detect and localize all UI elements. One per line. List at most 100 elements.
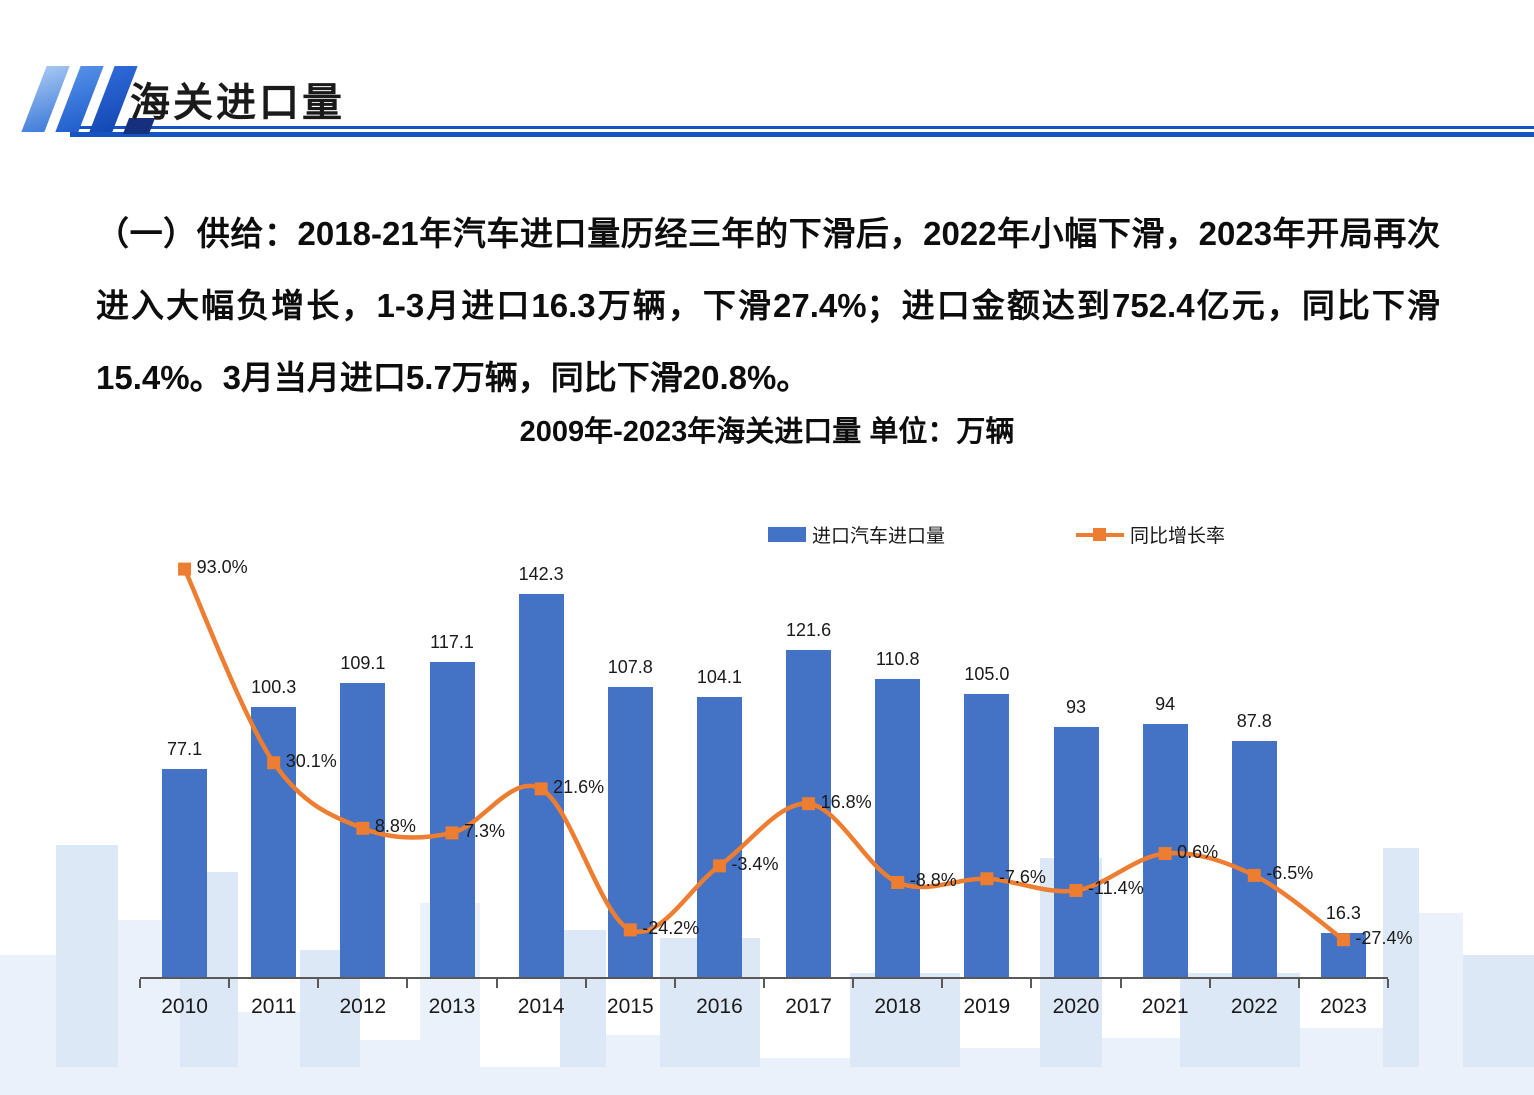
axis-tick (317, 979, 320, 988)
growth-value-label: 93.0% (196, 557, 248, 578)
line-marker-2019 (980, 872, 994, 886)
axis-tick (941, 979, 944, 988)
x-axis-label-2012: 2012 (339, 995, 387, 1018)
line-marker-2012 (356, 821, 370, 835)
x-axis-label-2013: 2013 (428, 995, 476, 1018)
axis-tick (406, 979, 409, 988)
x-axis-label-2021: 2021 (1141, 995, 1189, 1018)
line-marker-2016 (712, 859, 726, 873)
bar-2018 (875, 678, 921, 977)
line-marker-2010 (178, 562, 192, 576)
legend-item-growth-rate: 同比增长率 (1076, 522, 1225, 547)
bar-value-label: 121.6 (786, 619, 832, 640)
legend-item-import-volume: 进口汽车进口量 (768, 522, 946, 547)
skyline-block (56, 845, 118, 1095)
header-divider-thick (70, 132, 1534, 137)
bar-value-label: 117.1 (430, 631, 474, 652)
growth-value-label: 21.6% (553, 776, 605, 797)
x-axis-label-2019: 2019 (963, 995, 1011, 1018)
legend-bar-swatch-icon (768, 526, 806, 542)
bar-value-label: 110.8 (875, 648, 920, 669)
body-paragraph: （一）供给：2018-21年汽车进口量历经三年的下滑后，2022年小幅下滑，20… (96, 215, 1440, 396)
growth-line (182, 568, 1345, 942)
growth-value-label: 16.8% (820, 791, 872, 812)
axis-tick (495, 979, 498, 988)
growth-line-svg (178, 562, 1350, 947)
x-axis-label-2015: 2015 (606, 995, 654, 1018)
legend-label: 进口汽车进口量 (812, 525, 946, 547)
axis-tick (1387, 979, 1389, 988)
axis-tick (1119, 979, 1122, 988)
growth-value-label: -27.4% (1355, 927, 1413, 948)
bar-2022 (1231, 740, 1277, 977)
x-axis: 2010 2011 2012 2013 2014 2015 2016 2017 2018 2019… (139, 977, 1389, 1039)
growth-value-label: 0.6% (1177, 841, 1219, 862)
growth-value-label: 8.8% (374, 816, 416, 837)
growth-value-label: -3.4% (731, 853, 779, 874)
x-axis-label-2018: 2018 (874, 995, 922, 1018)
bar-2011 (251, 706, 297, 977)
bar-value-label: 107.8 (607, 656, 653, 677)
skyline-block (1419, 913, 1463, 1095)
bar-value-label: 142.3 (518, 563, 564, 584)
header-divider-thin (70, 126, 1534, 129)
line-marker-2021 (1158, 847, 1172, 861)
axis-tick (1208, 979, 1211, 988)
bar-value-label: 105.0 (964, 664, 1010, 685)
page-title: 海关进口量 (130, 81, 345, 125)
line-marker-2020 (1069, 883, 1083, 897)
bar-2017 (786, 649, 832, 977)
bar-value-label: 94 (1155, 693, 1176, 714)
bar-value-label: 109.1 (340, 653, 386, 674)
chart-plot-area: 77.1 100.3 109.1 117.1 142.3 107.8 104.1 121.6 1… (140, 550, 1412, 977)
bar-2013 (429, 661, 475, 977)
line-marker-2022 (1247, 868, 1261, 882)
x-axis-label-2010: 2010 (161, 995, 208, 1018)
x-axis-label-2020: 2020 (1052, 995, 1100, 1018)
bar-2019 (964, 694, 1010, 977)
bar-2020 (1053, 726, 1099, 977)
bar-value-label: 16.3 (1325, 903, 1361, 924)
growth-value-label: -7.6% (998, 866, 1046, 887)
line-marker-2014 (534, 782, 548, 796)
line-marker-2015 (623, 923, 637, 937)
bar-value-label: 87.8 (1236, 710, 1272, 731)
logo-slashes-icon (21, 66, 156, 134)
bar-2016 (696, 696, 742, 977)
axis-tick (584, 979, 587, 988)
bar-value-label: 93 (1065, 696, 1087, 717)
line-marker-2013 (445, 826, 459, 840)
axis-tick (852, 979, 855, 988)
chart-title: 2009年-2023年海关进口量 单位：万辆 (519, 416, 1015, 448)
line-marker-2011 (267, 756, 281, 770)
skyline-block (1383, 848, 1419, 1095)
bar-value-label: 104.1 (696, 666, 742, 687)
axis-tick (1030, 979, 1033, 988)
axis-tick (228, 979, 231, 988)
growth-value-label: -24.2% (642, 917, 700, 938)
skyline-block (0, 1067, 1534, 1095)
axis-tick (139, 979, 141, 988)
bar-2010 (162, 769, 208, 977)
growth-value-label: 7.3% (464, 820, 506, 841)
axis-tick (673, 979, 676, 988)
bar-value-label: 77.1 (167, 739, 203, 760)
growth-value-label: 30.1% (285, 750, 337, 771)
x-axis-label-2011: 2011 (251, 995, 297, 1018)
x-axis-label-2016: 2016 (696, 995, 743, 1018)
growth-value-label: -8.8% (909, 870, 957, 891)
bar-value-label: 100.3 (251, 676, 297, 697)
line-marker-2018 (891, 875, 905, 889)
legend-line-marker-icon (1076, 527, 1124, 542)
x-axis-label-2022: 2022 (1230, 995, 1278, 1018)
line-marker-2017 (802, 797, 816, 811)
growth-value-label: -6.5% (1266, 863, 1314, 884)
growth-value-label: -11.4% (1088, 878, 1144, 899)
line-marker-2023 (1336, 933, 1350, 947)
x-axis-label-2014: 2014 (517, 995, 565, 1018)
axis-tick (763, 979, 765, 988)
legend-square-icon (1093, 527, 1106, 541)
x-axis-label-2023: 2023 (1320, 995, 1367, 1018)
